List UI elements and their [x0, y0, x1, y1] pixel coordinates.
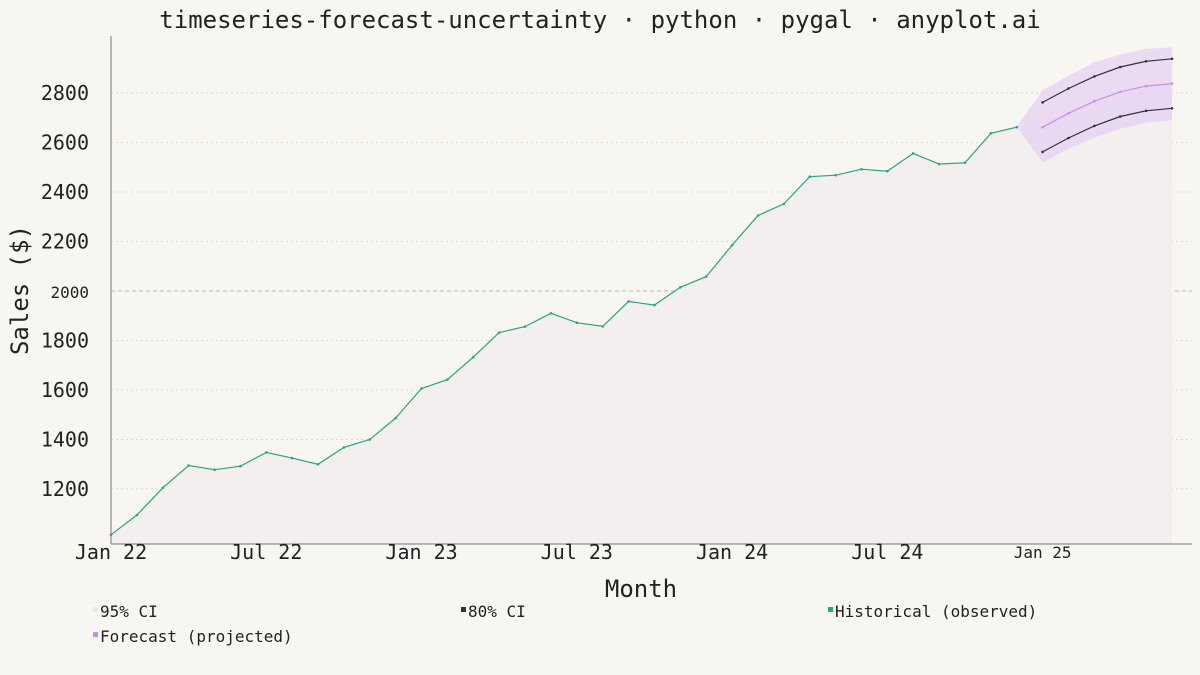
- y-tick-label: 1400: [41, 428, 89, 452]
- legend-swatch: [828, 607, 833, 612]
- forecast-point: [1118, 90, 1122, 94]
- historical-point: [860, 167, 863, 171]
- ci80-upper-point: [1041, 101, 1044, 104]
- historical-point: [963, 161, 967, 165]
- plot-area: [109, 47, 1174, 544]
- historical-point: [394, 416, 398, 420]
- x-tick-label: Jul 22: [230, 540, 302, 564]
- ci80-upper-point: [1067, 87, 1070, 90]
- legend: 95% CI 80% CI Historical (observed) Forecas…: [93, 602, 1037, 646]
- ci80-lower-point: [1041, 150, 1044, 154]
- y-tick-label: 2200: [41, 230, 89, 254]
- historical-point: [886, 169, 889, 173]
- historical-point: [653, 303, 656, 307]
- ci80-upper-point: [1170, 57, 1174, 61]
- historical-point: [937, 162, 941, 166]
- ci80-lower-point: [1067, 136, 1070, 140]
- legend-item: Forecast (projected): [93, 627, 293, 646]
- historical-point: [679, 286, 682, 289]
- x-tick-label: Jan 25: [1014, 543, 1072, 562]
- x-axis-title: Month: [605, 575, 677, 603]
- historical-point: [523, 325, 527, 328]
- forecast-point: [1144, 84, 1148, 88]
- y-tick-label: 2600: [41, 131, 89, 155]
- area-fill: [111, 83, 1172, 544]
- historical-point: [368, 438, 372, 441]
- legend-swatch: [93, 607, 98, 612]
- forecast-point: [1041, 125, 1044, 129]
- historical-point: [342, 446, 346, 449]
- historical-point: [601, 325, 604, 328]
- forecast-point: [1067, 112, 1070, 115]
- historical-point: [730, 243, 734, 247]
- ci80-lower-line: [1042, 107, 1173, 153]
- historical-point: [290, 456, 294, 460]
- ci80-lower-point: [1118, 115, 1122, 118]
- historical-point: [239, 464, 242, 468]
- legend-label: 80% CI: [468, 602, 526, 621]
- legend-swatch: [461, 607, 466, 612]
- y-tick-label: 1600: [41, 378, 89, 402]
- historical-point: [446, 378, 449, 381]
- historical-point: [704, 275, 708, 278]
- historical-point: [575, 321, 579, 325]
- ci80-upper-point: [1093, 75, 1096, 78]
- historical-point: [213, 468, 216, 472]
- historical-point: [265, 451, 268, 454]
- legend-label: Forecast (projected): [100, 627, 293, 646]
- y-tick-labels: 1200 1400 1600 1800 2000 2200 2400 2600 2800: [41, 81, 89, 501]
- historical-point: [420, 387, 423, 390]
- x-tick-label: Jan 22: [75, 540, 147, 564]
- legend-label: 95% CI: [100, 602, 158, 621]
- ci80-upper-line: [1042, 58, 1173, 103]
- historical-point: [187, 464, 190, 467]
- historical-point: [161, 486, 165, 490]
- y-tick-label: 1800: [41, 329, 89, 353]
- historical-point: [497, 331, 501, 334]
- ci80-upper-point: [1118, 65, 1122, 69]
- historical-point: [316, 463, 320, 466]
- x-tick-label: Jan 23: [385, 540, 457, 564]
- forecast-point: [1170, 82, 1174, 85]
- legend-label: Historical (observed): [835, 602, 1037, 621]
- ci80-lower-point: [1093, 124, 1096, 128]
- forecast-point: [1093, 99, 1096, 103]
- ci80-upper-point: [1144, 60, 1148, 63]
- ci95-band: [1016, 47, 1172, 163]
- historical-line: [110, 126, 1017, 536]
- historical-point: [834, 173, 837, 177]
- chart-title: timeseries-forecast-uncertainty · python…: [159, 6, 1040, 34]
- historical-point: [989, 132, 993, 135]
- ci80-lower-point: [1170, 107, 1174, 110]
- historical-point: [1015, 125, 1018, 129]
- x-tick-labels: Jan 22 Jul 22 Jan 23 Jul 23 Jan 24 Jul 24 Jan …: [75, 540, 1072, 564]
- y-axis-title: Sales ($): [6, 225, 34, 355]
- historical-point: [135, 513, 139, 517]
- legend-item: 95% CI: [93, 602, 158, 621]
- historical-point: [756, 214, 760, 217]
- historical-point: [808, 175, 811, 178]
- y-tick-label: 2800: [41, 81, 89, 105]
- legend-item: 80% CI: [461, 602, 526, 621]
- y-tick-label: 2400: [41, 180, 89, 204]
- x-tick-label: Jan 24: [696, 540, 768, 564]
- x-tick-label: Jul 24: [851, 540, 923, 564]
- historical-point: [549, 312, 553, 315]
- ci80-lower-point: [1144, 109, 1148, 113]
- historical-point: [911, 152, 915, 155]
- legend-swatch: [93, 632, 98, 637]
- forecast-line: [1042, 83, 1173, 128]
- y-tick-label: 2000: [50, 283, 89, 302]
- legend-item: Historical (observed): [828, 602, 1037, 621]
- x-tick-label: Jul 23: [541, 540, 613, 564]
- historical-point: [627, 300, 630, 303]
- historical-point: [472, 355, 475, 359]
- historical-point: [782, 202, 786, 206]
- y-tick-label: 1200: [41, 477, 89, 501]
